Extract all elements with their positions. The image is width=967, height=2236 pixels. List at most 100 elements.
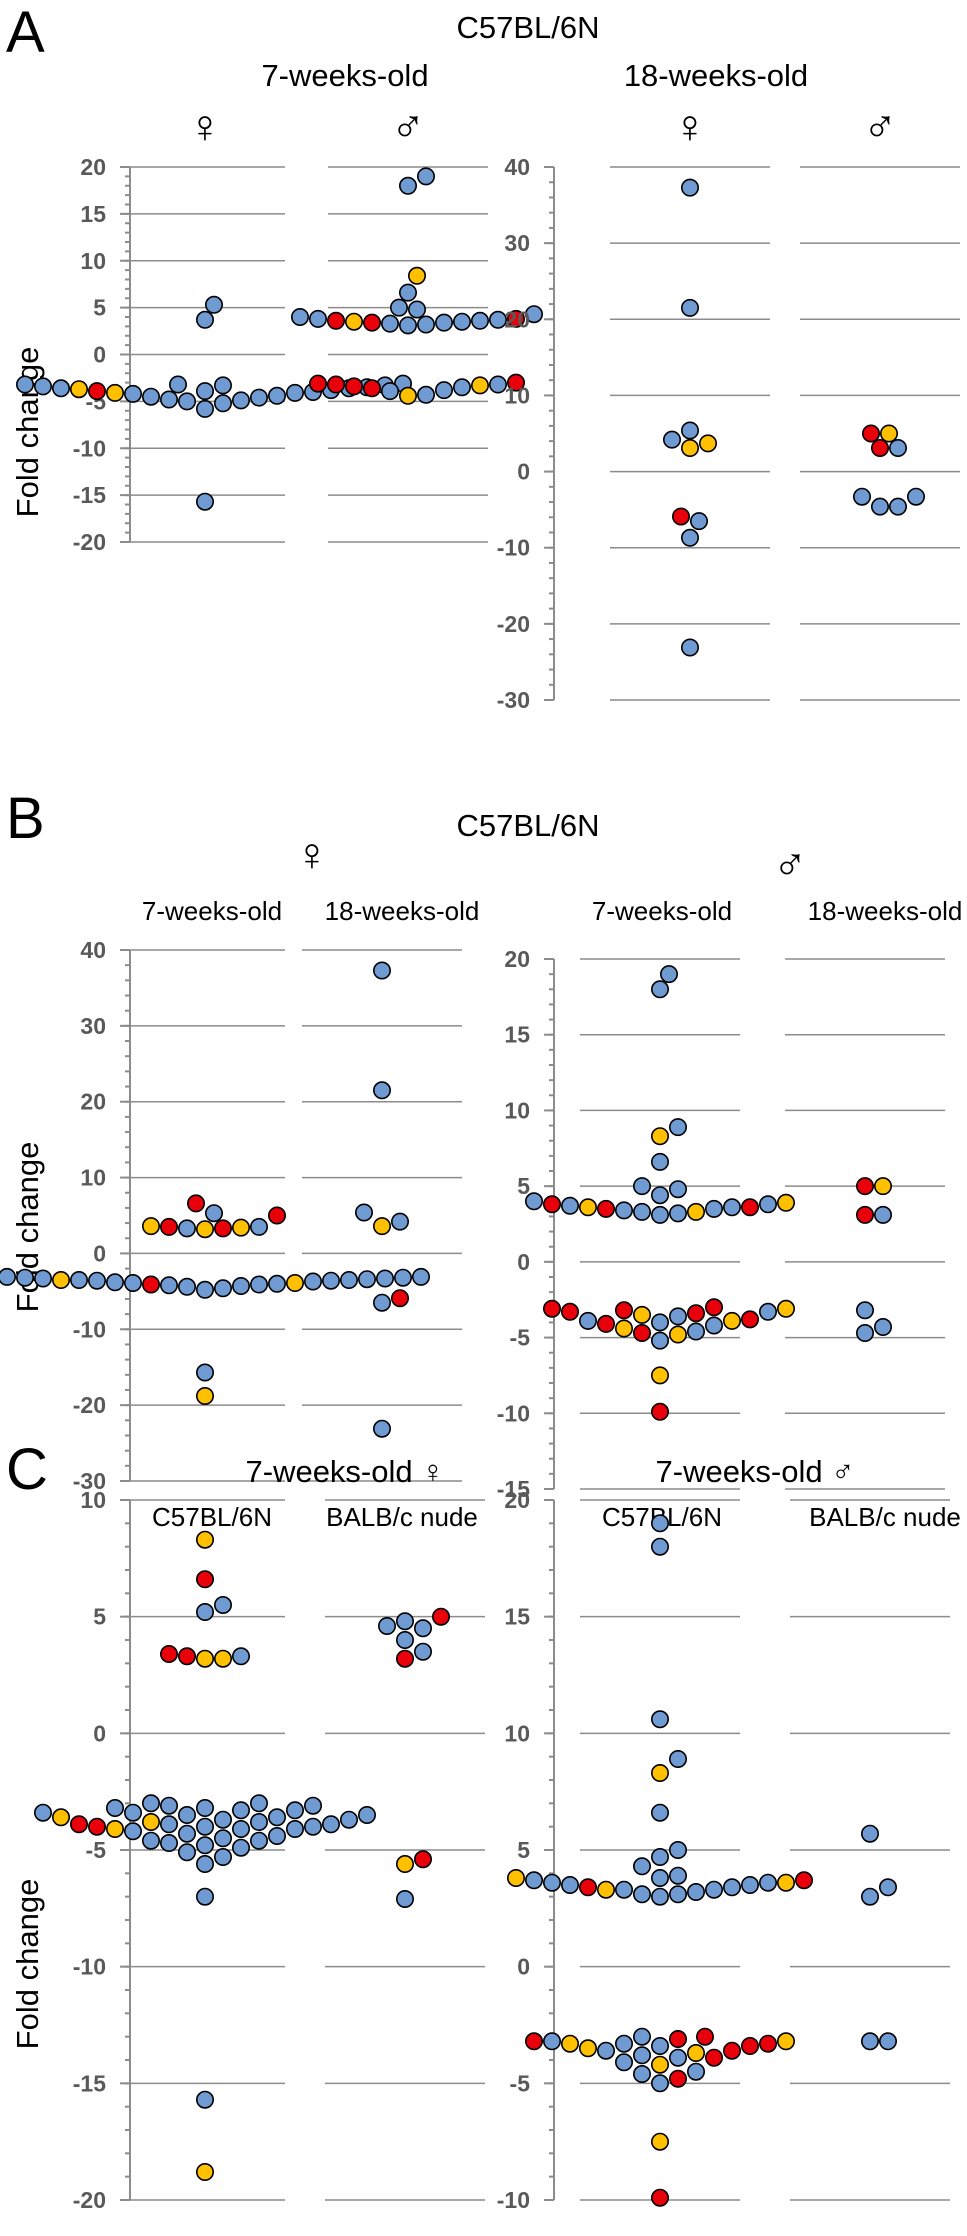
tick-label: 0 [517,1954,530,1980]
tick-label: -10 [497,1400,530,1426]
group-label: 18-weeks-old [325,896,480,926]
tick-label: -10 [497,2187,530,2213]
data-point [196,492,215,511]
data-point [214,394,233,413]
data-point [873,1205,892,1224]
data-point [686,1304,705,1323]
data-point [680,438,699,457]
data-point [232,1647,251,1666]
data-point [196,1649,215,1668]
data-point [650,1848,669,1867]
data-point [632,1177,651,1196]
data-point [434,313,453,332]
tick-label: 0 [93,1240,106,1266]
group-label: C57BL/6N [152,1502,272,1532]
data-point [704,1199,723,1218]
group-label: 7-weeks-old [142,896,282,926]
data-point [452,312,471,331]
data-point [267,1274,286,1293]
data-point [680,528,699,547]
data-point [377,1617,396,1636]
tick-label: -20 [497,611,530,637]
data-point [650,2074,669,2093]
data-point [680,298,699,317]
data-point [411,1267,430,1286]
data-point [524,1192,543,1211]
data-point [434,381,453,400]
data-point [614,1319,633,1338]
data-point [650,2037,669,2056]
tick-label: -10 [73,435,106,461]
data-point [407,300,426,319]
subplot-title: ♂ [773,838,808,890]
tick-label: 5 [517,1173,530,1199]
data-point [303,1817,322,1836]
data-point [650,2055,669,2074]
data-point [303,1796,322,1815]
data-point [722,1878,741,1897]
tick-label: -10 [73,1316,106,1342]
data-point [614,2053,633,2072]
data-point [196,1280,215,1299]
data-point [506,1869,525,1888]
data-point [704,1298,723,1317]
data-point [686,1883,705,1902]
data-point [650,1152,669,1171]
data-point [632,2027,651,2046]
data-point [178,1219,197,1238]
data-point [142,1831,161,1850]
plot-area: 7-weeks-old♀ ♂20151050-5-10-15-2018-weeks… [0,58,962,2213]
data-point [33,1803,52,1822]
data-point [668,2069,687,2088]
group-label: 7-weeks-old [592,896,732,926]
data-point [354,1203,373,1222]
data-point [888,497,907,516]
data-point [668,2048,687,2067]
data-point [196,2090,215,2109]
data-point [470,311,489,330]
subplot-c1: 7-weeks-old ♀ C57BL/6N BALB/c nude 10 5 0 -5 -1… [33,1454,485,2213]
subplot-title: 7-weeks-old ♀ [246,1454,445,1489]
data-point [285,383,304,402]
data-point [632,2046,651,2065]
subplot-b1: ♀ 7-weeks-old 18-weeks-old 40 30 20 10 0 -10 -20 -… [0,828,479,1494]
tick-label: -15 [73,482,106,508]
tick-label: -15 [73,2070,106,2096]
tick-label: -20 [73,2187,106,2213]
data-point [740,1310,759,1329]
data-point [722,1198,741,1217]
data-point [632,1305,651,1324]
data-point [860,1824,879,1843]
data-point [33,377,52,396]
data-point [506,373,525,392]
panel-b-title: C57BL/6N [456,808,599,843]
data-point [650,1127,669,1146]
data-point [740,2037,759,2056]
data-point [758,2034,777,2053]
data-point [413,1642,432,1661]
data-point [142,1217,161,1236]
data-point [178,1824,197,1843]
data-point [650,1764,669,1783]
data-point [214,1649,233,1668]
data-point [196,1855,215,1874]
data-point [250,1217,269,1236]
tick-label: -20 [73,1392,106,1418]
data-point [506,309,525,328]
tick-label: 15 [504,1604,530,1630]
data-point [413,1619,432,1638]
data-point [659,965,678,984]
tick-label: -5 [86,1837,107,1863]
tick-label: 10 [504,1097,530,1123]
data-point [758,1873,777,1892]
data-point [303,1272,322,1291]
data-point [650,1537,669,1556]
data-point [758,1302,777,1321]
data-point [852,487,871,506]
data-point [196,1220,215,1239]
data-point [560,2034,579,2053]
data-point [250,1831,269,1850]
data-point [855,1177,874,1196]
group-label: 18-weeks-old [808,896,963,926]
